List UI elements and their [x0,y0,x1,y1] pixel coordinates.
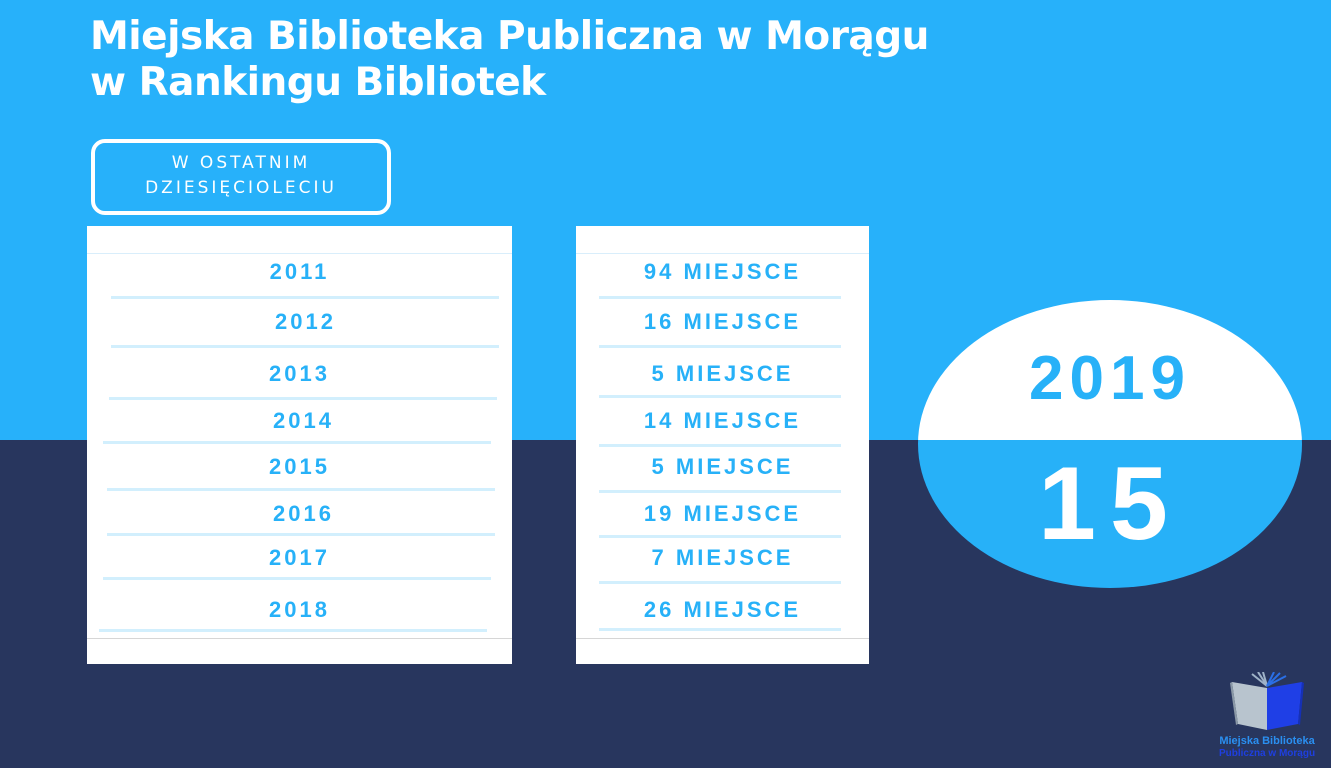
place-cell: 14 MIEJSCE [643,408,802,433]
years-panel: 2011 2012 2013 2014 2015 2016 2017 2018 [87,226,512,664]
place-cell: 7 MIEJSCE [651,545,794,570]
divider [87,638,512,639]
row-divider [103,577,491,580]
row-divider [599,581,841,584]
year-cell: 2011 [269,259,330,284]
divider [87,253,512,254]
row-divider [599,395,841,398]
row-divider [107,488,495,491]
place-cell: 5 MIEJSCE [651,454,794,479]
row-divider [103,441,491,444]
year-cell: 2012 [275,309,336,334]
year-cell: 2018 [269,597,330,622]
logo-text-line-2: Publiczna w Morągu [1218,748,1316,759]
badge-top-half [918,300,1302,440]
year-cell: 2013 [269,361,330,386]
badge-bottom-half [918,440,1302,588]
places-panel: 94 MIEJSCE 16 MIEJSCE 5 MIEJSCE 14 MIEJS… [576,226,869,664]
row-divider [111,296,499,299]
page-title: Miejska Biblioteka Publiczna w Morągu w … [90,14,929,106]
row-divider [99,629,487,632]
row-divider [599,628,841,631]
year-cell: 2015 [269,454,330,479]
place-cell: 5 MIEJSCE [651,361,794,386]
library-logo: Miejska Biblioteka Publiczna w Morągu [1212,672,1322,768]
period-label-box: W OSTATNIM DZIESIĘCIOLECIU [91,139,391,215]
row-divider [599,535,841,538]
row-divider [107,533,495,536]
period-label-line-2: DZIESIĘCIOLECIU [145,178,337,198]
row-divider [599,345,841,348]
place-cell: 26 MIEJSCE [643,597,802,622]
highlight-place: 15 [1038,446,1182,562]
year-cell: 2017 [269,545,330,570]
open-book-icon [1230,672,1304,730]
place-cell: 94 MIEJSCE [643,259,802,284]
year-cell: 2014 [273,408,334,433]
row-divider [599,444,841,447]
row-divider [111,345,499,348]
place-cell: 16 MIEJSCE [643,309,802,334]
title-line-2: w Rankingu Bibliotek [90,60,546,105]
title-line-1: Miejska Biblioteka Publiczna w Morągu [90,14,929,59]
period-label-line-1: W OSTATNIM [171,153,311,173]
divider [576,253,869,254]
row-divider [599,296,841,299]
row-divider [109,397,497,400]
highlight-year: 2019 [1029,344,1191,413]
highlight-badge: 2019 15 [918,300,1302,588]
divider [576,638,869,639]
row-divider [599,490,841,493]
place-cell: 19 MIEJSCE [643,501,802,526]
logo-text-line-1: Miejska Biblioteka [1219,735,1315,747]
year-cell: 2016 [273,501,334,526]
